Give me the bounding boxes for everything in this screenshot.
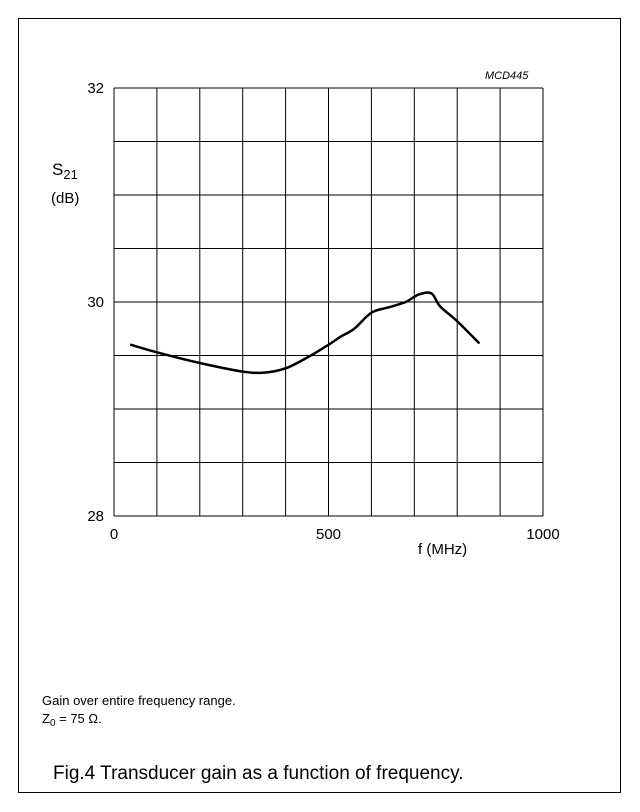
y-tick-label: 28 bbox=[87, 508, 104, 525]
y-axis-label: S21 bbox=[52, 160, 78, 182]
y-tick-label: 30 bbox=[87, 294, 104, 311]
y-axis-unit: (dB) bbox=[51, 190, 80, 207]
figure-frame bbox=[18, 18, 621, 793]
y-tick-label: 32 bbox=[87, 80, 104, 97]
note-gain: Gain over entire frequency range. bbox=[42, 693, 236, 708]
x-axis-label: f (MHz) bbox=[418, 541, 468, 558]
x-tick-label: 1000 bbox=[526, 526, 559, 543]
x-tick-label: 0 bbox=[110, 526, 118, 543]
figure-code: MCD445 bbox=[485, 70, 529, 82]
x-tick-label: 500 bbox=[316, 526, 341, 543]
note-impedance: Z0 = 75 Ω. bbox=[42, 711, 102, 729]
figure-caption: Fig.4 Transducer gain as a function of f… bbox=[53, 763, 464, 784]
series-line-s21 bbox=[129, 291, 480, 375]
